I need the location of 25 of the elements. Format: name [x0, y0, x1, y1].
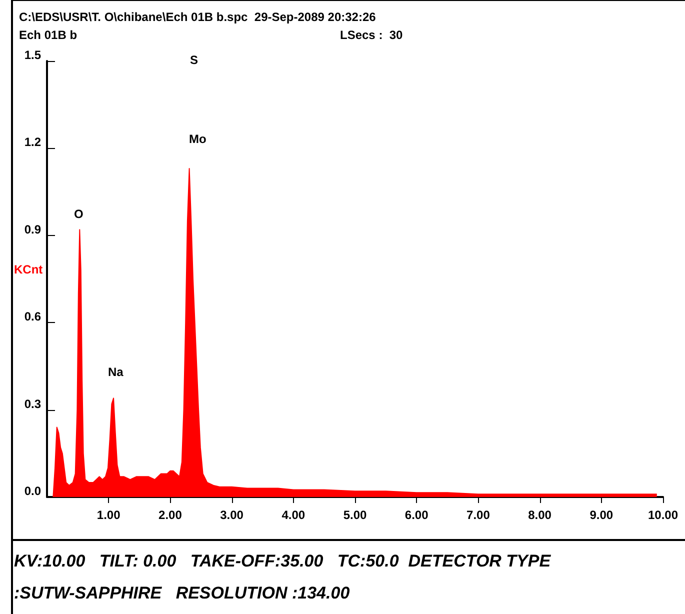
text: KV:10.00 TILT: 0.00 TAKE-OFF:35.00 TC:50.0 DETECTOR TYPE :SUTW-SAPPHIRE RESOLUTION :134.00	[14, 552, 556, 602]
x-tick-label: 10.00	[648, 508, 678, 522]
y-tick-label: 0.9	[24, 222, 42, 236]
y-tick-label: 1.5	[24, 48, 42, 62]
x-tick-label: 5.00	[343, 508, 367, 522]
y-axis-title: KCnt	[14, 262, 43, 277]
annotation: S	[190, 53, 198, 67]
y-tick-label: 0.0	[24, 484, 42, 498]
x-tick-label: 6.00	[404, 508, 429, 522]
annotation: O	[74, 207, 84, 221]
x-tick-label: 2.00	[158, 508, 182, 522]
chart-subtitle: Ech 01B b	[19, 28, 78, 42]
y-tick-label: 1.2	[24, 135, 42, 150]
x-tick-label: 7.00	[466, 508, 490, 522]
y-tick-label: 0.6	[24, 310, 42, 324]
chart-title: C:\EDS\USR\T. O\chibane\Ech 01B b.spc 29-Sep-2089 20:32:26	[19, 10, 376, 24]
annotation: Mo	[189, 132, 206, 146]
x-tick-label: 4.00	[282, 508, 306, 522]
text: LSecs : 30	[340, 28, 404, 42]
y-tick-label: 0.3	[24, 396, 42, 411]
x-tick-label: 9.00	[590, 508, 614, 522]
x-tick-label: 1.00	[96, 508, 121, 522]
x-tick-label: 3.00	[220, 508, 244, 522]
x-tick-label: 8.00	[528, 508, 552, 522]
annotation: Na	[108, 365, 124, 379]
